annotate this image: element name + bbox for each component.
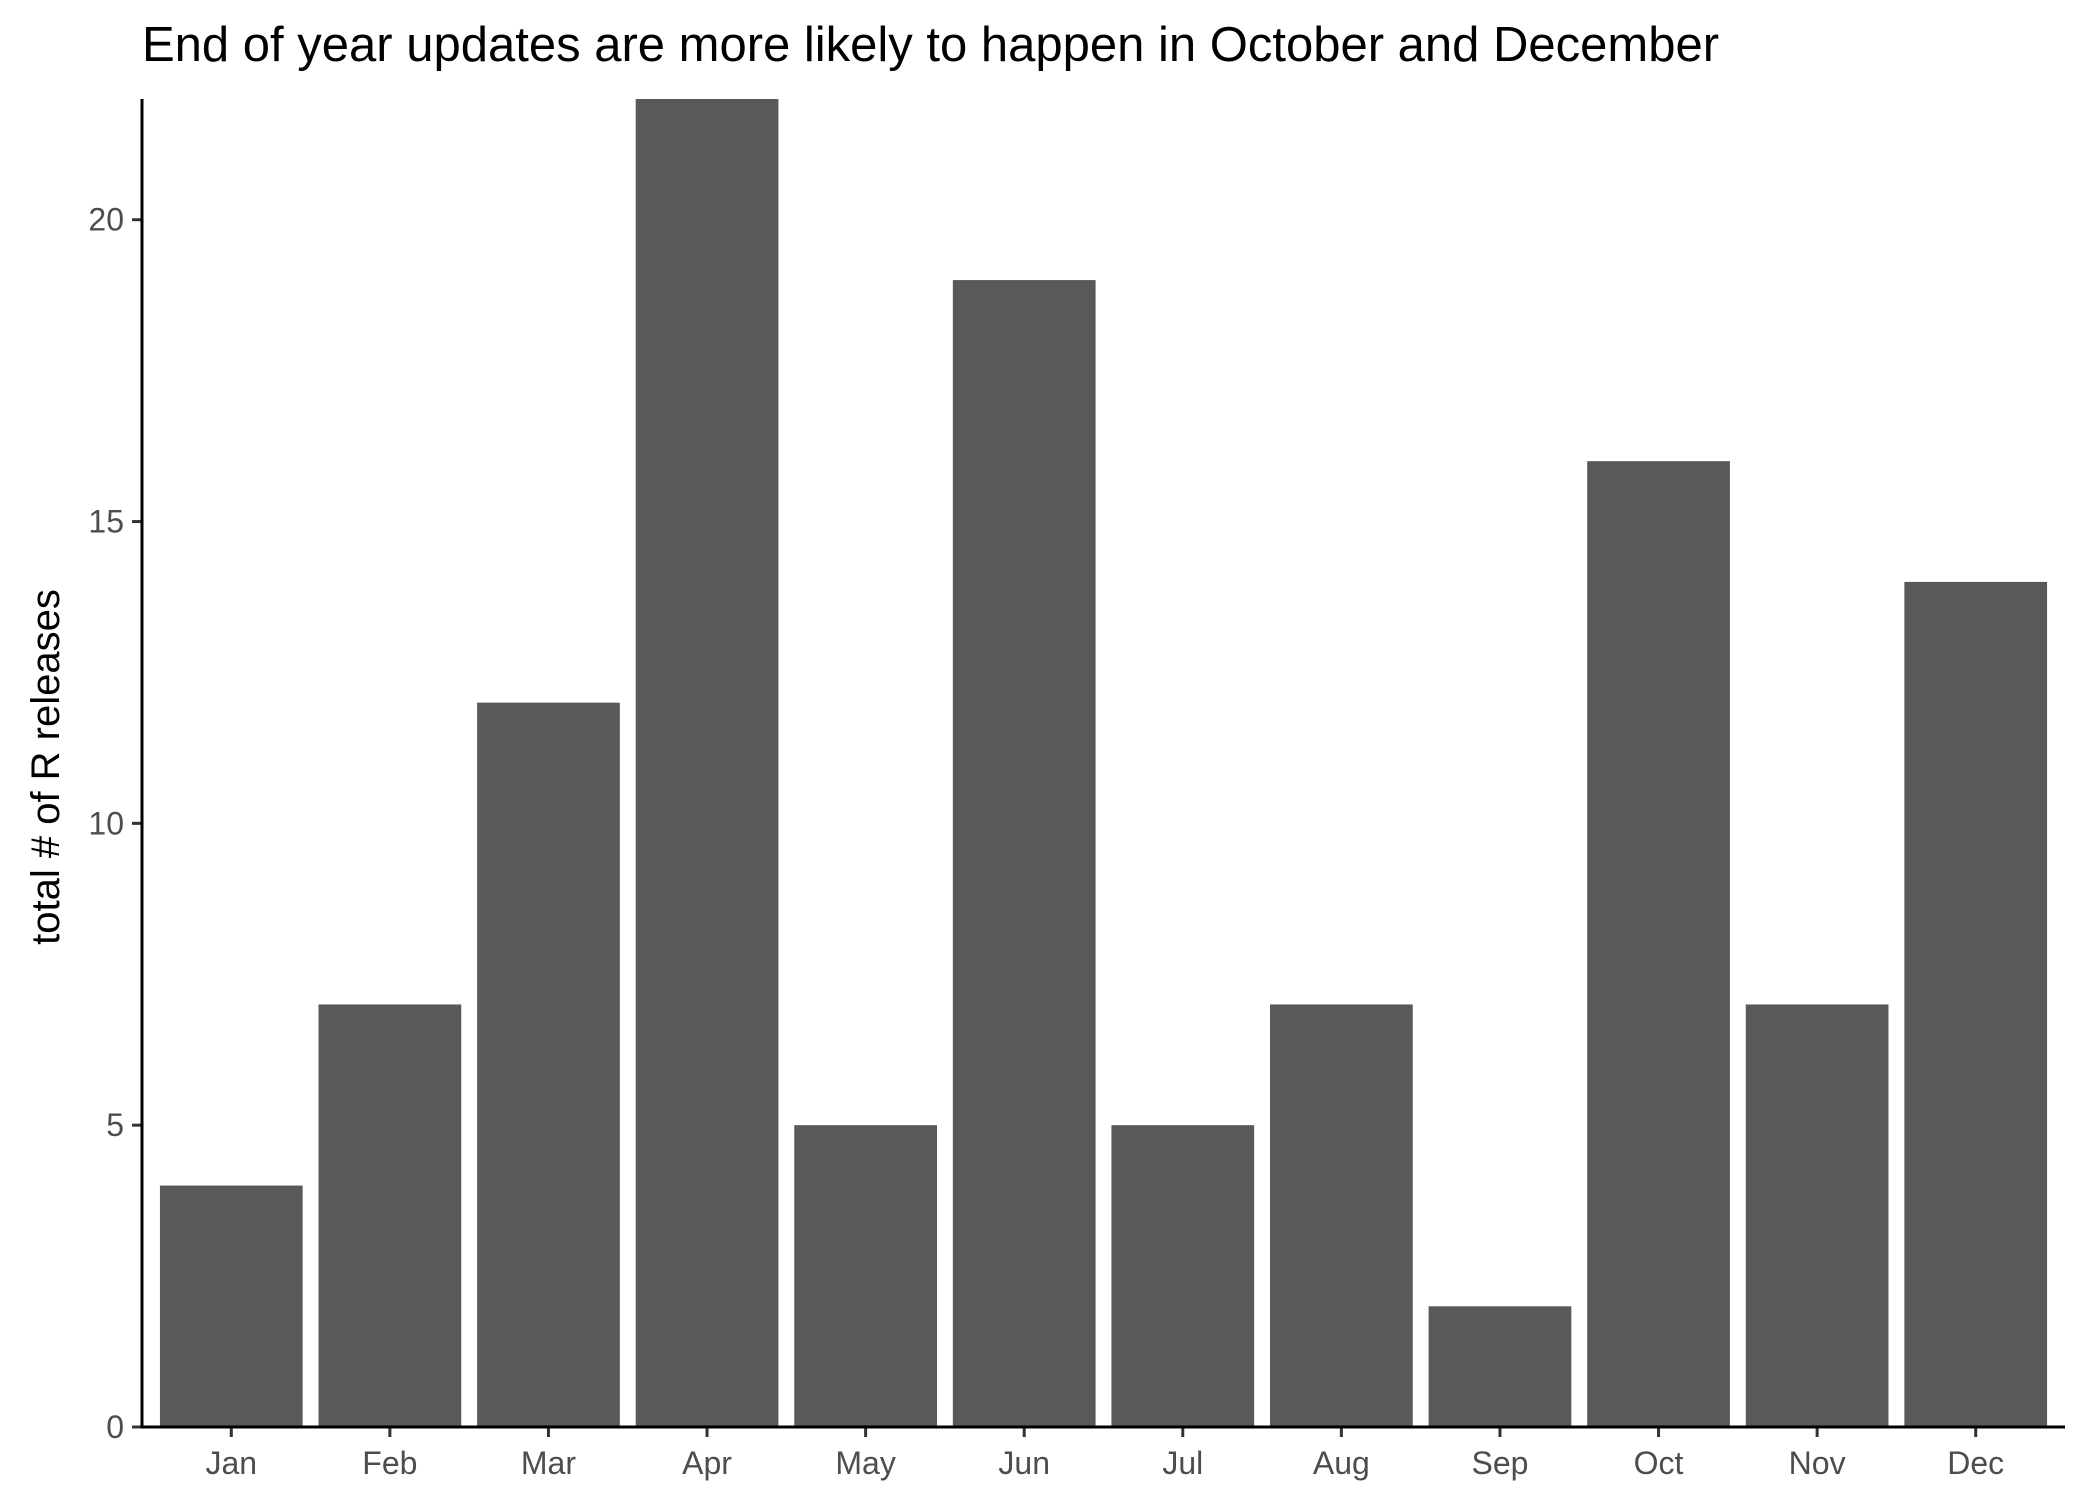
bar-oct [1587,461,1730,1427]
y-tick-label-5: 5 [106,1107,124,1143]
bar-mar [477,702,620,1427]
x-tick-label-jun: Jun [998,1445,1050,1481]
x-tick-label-may: May [835,1445,895,1481]
x-tick-label-mar: Mar [521,1445,576,1481]
bar-jul [1111,1125,1255,1427]
chart-title: End of year updates are more likely to h… [142,18,1719,72]
y-tick-label-20: 20 [88,202,124,238]
x-tick-label-apr: Apr [682,1445,732,1481]
x-tick-label-sep: Sep [1471,1445,1528,1481]
bar-aug [1270,1004,1413,1427]
bar-apr [635,99,779,1427]
x-tick-label-aug: Aug [1313,1445,1370,1481]
x-tick-label-oct: Oct [1634,1445,1684,1481]
bar-jun [952,280,1096,1428]
bar-dec [1904,581,2048,1427]
x-tick-label-nov: Nov [1789,1445,1846,1481]
x-tick-label-jul: Jul [1162,1445,1203,1481]
bar-may [794,1125,937,1427]
bar-feb [318,1004,462,1427]
x-tick-label-dec: Dec [1947,1445,2004,1481]
y-tick-label-0: 0 [106,1409,124,1445]
bars-group [159,99,2048,1428]
y-tick-label-15: 15 [88,504,124,540]
y-axis-title: total # of R releases [24,589,68,945]
x-tick-label-jan: Jan [205,1445,257,1481]
x-axis-ticks: Jan Feb Mar Apr May Jun Jul Aug Sep Oct Nov Dec [205,1427,2004,1481]
bar-sep [1428,1306,1572,1427]
y-axis-ticks: 0 5 10 15 20 [88,202,142,1445]
bar-jan [159,1185,303,1427]
y-tick-label-10: 10 [88,805,124,841]
x-tick-label-feb: Feb [362,1445,417,1481]
bar-nov [1745,1004,1889,1427]
